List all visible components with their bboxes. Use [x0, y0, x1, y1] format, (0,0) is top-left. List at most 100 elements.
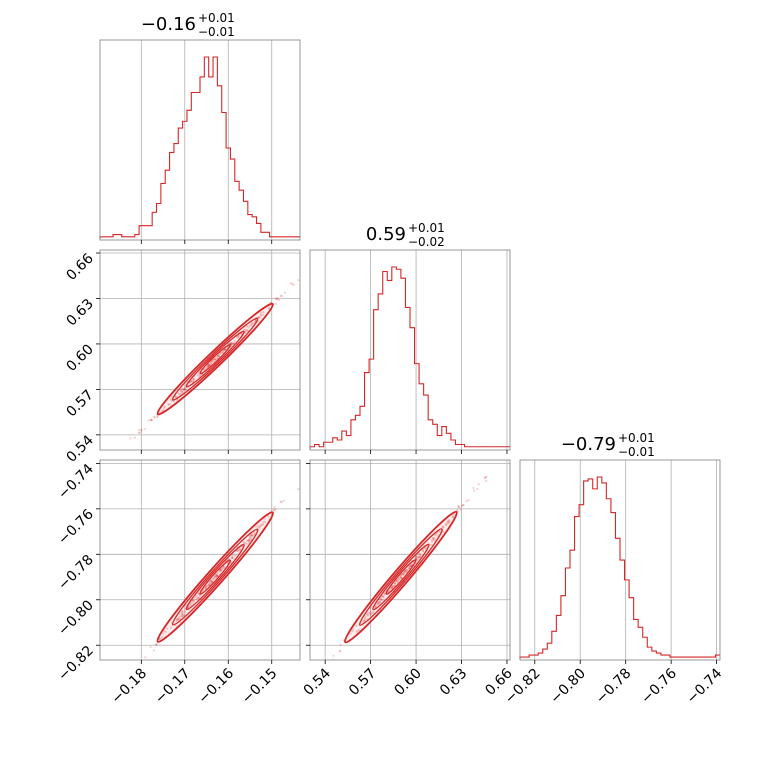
scatter-point: [250, 322, 253, 325]
scatter-point: [242, 540, 245, 543]
scatter-point: [460, 504, 464, 507]
scatter-point: [248, 536, 252, 539]
scatter-point: [192, 377, 195, 381]
scatter-point: [289, 282, 292, 285]
y-tick-label: 0.66: [63, 250, 96, 283]
scatter-point: [448, 518, 451, 522]
scatter-point: [181, 610, 184, 613]
scatter-point: [208, 581, 212, 584]
scatter-point: [259, 524, 262, 528]
scatter-point: [366, 617, 369, 621]
scatter-point: [419, 555, 422, 558]
scatter-point: [484, 476, 487, 479]
scatter-point: [158, 637, 161, 640]
scatter-point: [211, 577, 215, 581]
scatter-point: [257, 315, 260, 319]
scatter-point: [192, 377, 195, 381]
scatter-point: [223, 566, 226, 569]
scatter-point: [415, 557, 418, 560]
scatter-point: [197, 372, 200, 376]
scatter-point: [213, 358, 216, 361]
scatter-point: [245, 328, 249, 331]
scatter-point: [483, 476, 486, 480]
scatter-point: [275, 297, 278, 300]
scatter-point: [175, 618, 178, 622]
scatter-point: [416, 558, 419, 561]
scatter-point: [257, 524, 260, 527]
scatter-point: [231, 556, 234, 559]
scatter-point: [248, 534, 252, 537]
scatter-point: [261, 523, 264, 527]
scatter-point: [182, 388, 186, 392]
scatter-point: [409, 564, 413, 568]
histogram-panel-1: 0.59 +0.01−0.02: [309, 221, 511, 454]
scatter-point: [169, 626, 173, 629]
scatter-point: [315, 265, 317, 267]
scatter-point: [262, 520, 265, 524]
scatter-point: [236, 549, 240, 552]
scatter-point: [339, 650, 342, 653]
scatter-point: [221, 350, 224, 353]
scatter-point: [258, 525, 261, 529]
panel-frame: [309, 459, 511, 661]
scatter-point: [215, 573, 218, 576]
scatter-point: [210, 579, 213, 583]
scatter-point: [207, 365, 210, 368]
scatter-point: [192, 599, 195, 603]
x-tick-label: −0.16: [195, 665, 237, 707]
scatter-point: [237, 335, 240, 339]
scatter-point: [241, 545, 244, 548]
scatter-point: [198, 375, 201, 378]
scatter-point: [439, 530, 442, 533]
scatter-point: [217, 354, 221, 357]
scatter-point: [405, 568, 409, 571]
scatter-point: [190, 380, 193, 383]
scatter-point: [180, 610, 184, 613]
scatter-point: [254, 319, 257, 322]
scatter-point: [280, 500, 283, 503]
scatter-point: [183, 610, 187, 613]
scatter-point: [222, 567, 225, 570]
scatter-point: [192, 379, 195, 382]
param-title-minus-0: −0.01: [198, 25, 235, 39]
scatter-point: [393, 584, 396, 587]
scatter-point: [184, 386, 187, 389]
scatter-point: [197, 592, 200, 595]
scatter-point: [178, 393, 181, 396]
scatter-point: [207, 363, 210, 366]
scatter-point: [436, 532, 439, 535]
scatter-point: [272, 508, 275, 512]
scatter-point: [219, 352, 222, 355]
scatter-point: [181, 611, 184, 614]
scatter-point: [417, 556, 420, 559]
scatter-point: [175, 395, 178, 399]
scatter-point: [207, 365, 210, 368]
scatter-point: [231, 556, 234, 560]
scatter-point: [275, 298, 278, 301]
scatter-point: [467, 498, 470, 502]
scatter-point: [182, 614, 186, 617]
scatter-point: [246, 539, 249, 542]
scatter-point: [216, 574, 219, 577]
scatter-point: [183, 388, 186, 391]
scatter-point: [356, 629, 359, 633]
y-tick-label: −0.74: [55, 461, 97, 503]
scatter-point: [176, 618, 179, 621]
scatter-point: [213, 576, 216, 580]
scatter-point: [364, 615, 367, 618]
scatter-point: [230, 342, 233, 345]
scatter-point: [231, 343, 234, 346]
density-contour: [185, 543, 245, 611]
scatter-point: [250, 534, 254, 538]
scatter-point: [247, 326, 250, 329]
scatter-point: [405, 569, 408, 572]
scatter-point: [263, 520, 266, 523]
y-tick-label: 0.54: [63, 432, 96, 465]
scatter-point: [378, 598, 382, 601]
scatter-point: [196, 374, 199, 377]
scatter-point: [246, 539, 250, 542]
scatter-point: [404, 570, 407, 573]
scatter-point: [153, 416, 157, 419]
scatter-point: [303, 474, 305, 476]
